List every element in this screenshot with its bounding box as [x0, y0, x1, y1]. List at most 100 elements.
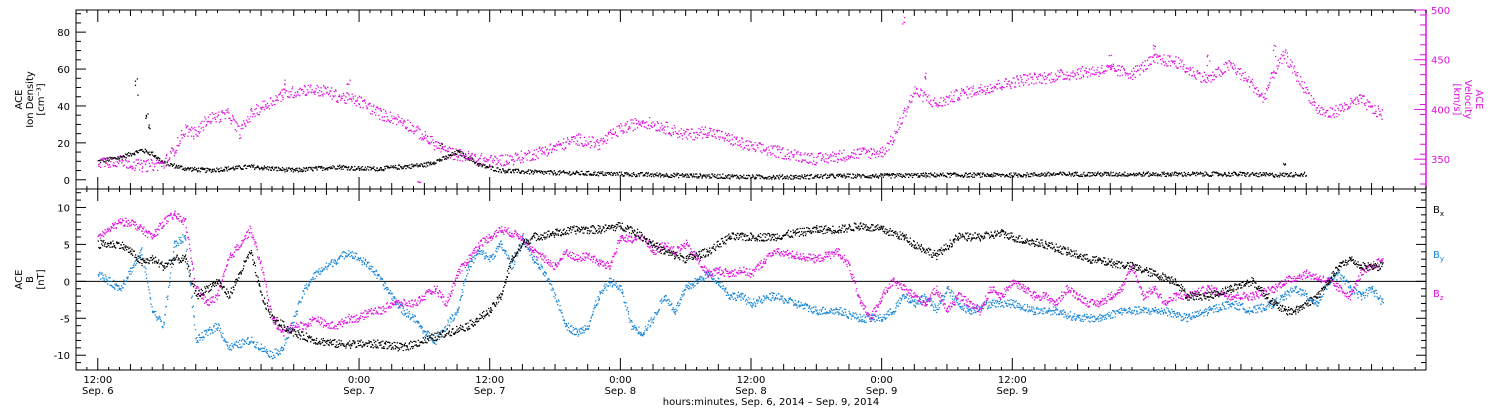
density-axis-label: ACEIon Density[cm⁻³]: [14, 71, 47, 128]
velocity-spike-1-2: [348, 83, 350, 86]
x-tick-label: 0:00: [609, 375, 631, 386]
x-tick-label: 12:00: [83, 375, 112, 386]
legend-subscript: y: [1440, 255, 1444, 263]
ion-density-spike-2-3: [149, 127, 151, 130]
density-tick-label: 80: [57, 28, 70, 39]
velocity-axis-label-line: ACE: [1473, 90, 1484, 110]
x-tick-label: 0:00: [348, 375, 370, 386]
ion-density-spike-1-2: [145, 117, 147, 119]
density-axis-label-line: [cm⁻³]: [36, 83, 47, 115]
ion-density-spike-4-3: [1284, 163, 1286, 166]
velocity-spike-0-2: [281, 89, 283, 91]
density-axis-label-line: Ion Density: [25, 71, 36, 128]
x-tick-label: 0:00: [870, 375, 892, 386]
velocity-tick-label: 400: [1431, 105, 1450, 116]
x-axis-title: hours:minutes, Sep. 6, 2014 – Sep. 9, 20…: [663, 397, 879, 408]
x-tick-date: Sep. 6: [82, 386, 114, 397]
velocity-spike-1-0: [349, 79, 351, 81]
density-tick-label: 60: [57, 65, 70, 76]
series-bx: [97, 221, 1384, 352]
velocity-spike-5-2: [1110, 68, 1113, 70]
ion-density-spike-0-1: [134, 80, 137, 82]
velocity-spike-1-3: [346, 83, 349, 85]
ion-density-spike-2-2: [148, 126, 150, 128]
ion-density-spike-3-0: [441, 142, 443, 145]
x-tick-date: Sep. 9: [997, 386, 1029, 397]
field-axis-label-line: B: [25, 276, 36, 283]
velocity-spike-4-0: [925, 72, 927, 74]
velocity-axis-label: ACEVelocity[km/s]: [1451, 80, 1484, 119]
field-tick-label: 10: [57, 203, 70, 214]
velocity-spike-6-1: [1153, 48, 1155, 50]
x-tick-label: 12:00: [998, 375, 1027, 386]
velocity-spike-4-1: [925, 78, 927, 80]
field-axis-label-line: [nT]: [36, 269, 47, 289]
ion-density-spike-1-1: [145, 115, 148, 118]
velocity-spike-7-0: [1207, 54, 1209, 57]
ion-density-spike-1-0: [147, 113, 149, 115]
velocity-spike-0-0: [284, 79, 286, 81]
velocity-spike-8-3: [1272, 49, 1275, 52]
velocity-spike-4-3: [924, 75, 926, 78]
velocity-spike-8-2: [1275, 55, 1277, 58]
velocity-spike-7-3: [1209, 60, 1211, 62]
ion-density-spike-0-2: [134, 84, 137, 86]
ion-density-spike-4-0: [1282, 163, 1285, 165]
x-tick-date: Sep. 7: [474, 386, 506, 397]
field-tick-label: 5: [64, 240, 70, 251]
x-tick-date: Sep. 8: [735, 386, 767, 397]
velocity-spike-3-0: [904, 16, 906, 19]
velocity-spike-7-2: [1206, 64, 1208, 67]
density-tick-label: 40: [57, 102, 70, 113]
velocity-spike-8-0: [1273, 44, 1275, 47]
ion-density-spike-3-1: [441, 143, 443, 146]
field-tick-label: -5: [60, 314, 70, 325]
velocity-axis-label-line: [km/s]: [1451, 84, 1462, 116]
velocity-spike-5-3: [1110, 66, 1112, 69]
velocity-spike-4-2: [924, 77, 926, 79]
velocity-spike-0-3: [284, 84, 286, 86]
legend-subscript: x: [1440, 210, 1444, 218]
velocity-spike-5-1: [1108, 54, 1110, 57]
velocity-tick-label: 500: [1431, 6, 1450, 17]
field-tick-label: 0: [64, 277, 70, 288]
density-axis-label-line: ACE: [14, 90, 25, 110]
field-tick-label: -10: [54, 351, 70, 362]
velocity-axis-label-line: Velocity: [1462, 80, 1473, 119]
field-axis-label-line: ACE: [14, 270, 25, 290]
velocity-spike-7-1: [1206, 56, 1209, 58]
legend-by: By: [1433, 250, 1444, 263]
velocity-spike-3-3: [903, 21, 905, 23]
ion-density-spike-2-0: [148, 124, 150, 126]
velocity-spike-2-2: [419, 181, 422, 184]
legend-bz: Bz: [1433, 289, 1444, 302]
velocity-tick-label: 350: [1431, 155, 1450, 166]
series-bz: [97, 210, 1384, 337]
ion-density-spike-1-3: [145, 114, 147, 117]
ion-density-spike-3-3: [439, 144, 441, 147]
velocity-spike-6-3: [1154, 45, 1156, 48]
x-tick-date: Sep. 9: [866, 386, 898, 397]
legend-bx: Bx: [1433, 205, 1444, 218]
x-tick-date: Sep. 8: [605, 386, 637, 397]
x-tick-date: Sep. 7: [343, 386, 375, 397]
density-tick-label: 0: [64, 176, 70, 187]
velocity-spike-5-0: [1110, 54, 1112, 57]
density-tick-label: 20: [57, 139, 70, 150]
ion-density-spike-0-3: [137, 94, 139, 96]
velocity-spike-6-0: [1152, 44, 1155, 47]
velocity-tick-label: 450: [1431, 56, 1450, 67]
velocity-spike-2-3: [418, 181, 421, 184]
legend-subscript: z: [1440, 294, 1444, 302]
velocity-spike-3-1: [902, 23, 904, 25]
x-tick-label: 12:00: [475, 375, 504, 386]
ion-density-spike-0-0: [136, 78, 139, 80]
ion-density-series: [97, 148, 1307, 180]
velocity-series: [98, 49, 1384, 173]
velocity-spike-8-1: [1274, 45, 1277, 47]
field-axis-label: ACEB[nT]: [14, 269, 47, 289]
x-tick-label: 12:00: [737, 375, 766, 386]
